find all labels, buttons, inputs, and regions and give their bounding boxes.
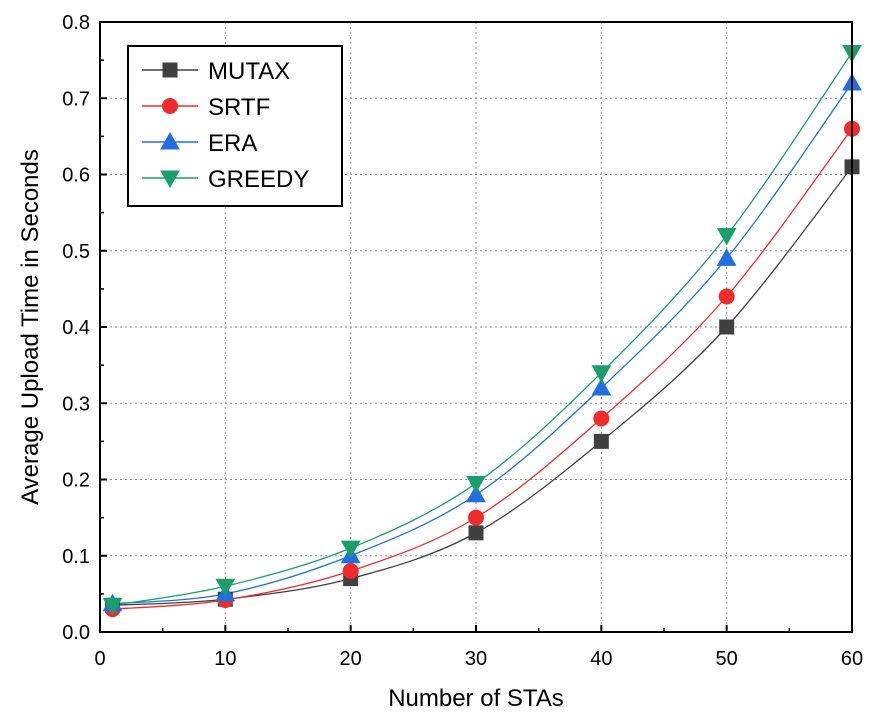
- x-tick-label: 30: [465, 648, 487, 670]
- legend-label-mutax: MUTAX: [208, 58, 290, 85]
- data-point-srtf: [593, 410, 610, 427]
- data-point-era: [466, 484, 486, 503]
- x-tick-label: 10: [214, 648, 236, 670]
- data-point-era: [591, 377, 612, 396]
- y-axis-title: Average Upload Time in Seconds: [17, 149, 44, 505]
- x-tick-label: 60: [841, 648, 863, 670]
- legend-marker-greedy: [160, 170, 180, 189]
- series-curve-srtf: [112, 128, 853, 610]
- y-tick-label: 0.2: [62, 470, 90, 492]
- x-tick-label: 0: [94, 648, 105, 670]
- legend-marker-mutax: [162, 62, 178, 78]
- x-tick-label: 20: [340, 648, 362, 670]
- y-tick-label: 0.7: [62, 88, 90, 110]
- y-tick-label: 0.8: [62, 12, 90, 34]
- series-curve-era: [112, 82, 853, 605]
- data-point-greedy: [102, 597, 123, 616]
- series-curve-greedy: [112, 52, 853, 606]
- data-point-mutax: [593, 433, 609, 449]
- x-axis-title: Number of STAs: [388, 685, 564, 712]
- legend-label-era: ERA: [208, 130, 257, 157]
- axis-ticks: 0 10 20 30 40 50 60 0.0 0.1 0.2 0.3 0.4 0.5 0.6 0.7 0.8: [62, 12, 863, 670]
- legend: MUTAX SRTF ERA GREEDY: [127, 45, 343, 207]
- legend-marker-srtf: [162, 98, 178, 114]
- x-tick-label: 50: [716, 648, 738, 670]
- data-point-mutax: [719, 319, 735, 335]
- x-tick-label: 40: [590, 648, 612, 670]
- data-point-srtf: [468, 509, 484, 526]
- data-point-greedy: [215, 578, 236, 597]
- y-tick-label: 0.3: [62, 393, 90, 415]
- y-tick-label: 0.5: [62, 241, 90, 263]
- data-point-greedy: [466, 475, 486, 494]
- series-curves: [112, 52, 853, 610]
- y-tick-label: 0.6: [62, 165, 90, 187]
- legend-label-srtf: SRTF: [208, 94, 270, 121]
- data-point-srtf: [342, 563, 359, 579]
- data-point-greedy: [716, 228, 737, 246]
- y-tick-label: 0.1: [62, 546, 90, 568]
- legend-marker-era: [160, 131, 180, 150]
- y-tick-label: 0.0: [62, 622, 90, 644]
- data-point-greedy: [591, 365, 612, 383]
- data-point-srtf: [718, 288, 735, 305]
- data-point-mutax: [468, 525, 484, 541]
- legend-label-greedy: GREEDY: [208, 166, 309, 193]
- data-point-greedy: [340, 540, 361, 559]
- y-tick-label: 0.4: [62, 317, 90, 339]
- data-point-era: [716, 248, 737, 266]
